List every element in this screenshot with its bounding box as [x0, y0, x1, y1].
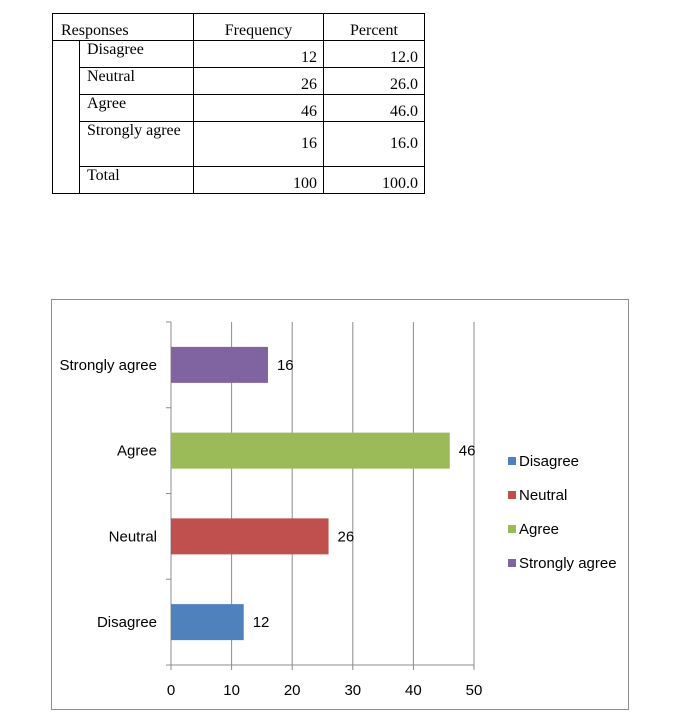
row-label: Agree	[79, 94, 194, 122]
header-percent: Percent	[323, 13, 425, 41]
x-tick-label: 50	[466, 682, 483, 699]
frequency-table: Responses Frequency Percent Disagree 12 …	[52, 13, 425, 194]
legend-swatch	[508, 457, 516, 465]
table-spacer-cell	[52, 40, 80, 194]
y-tick-label: Strongly agree	[59, 357, 157, 374]
table-row: Neutral 26 26.0	[53, 67, 425, 95]
chart-legend: Disagree Neutral Agree Strongly agree	[508, 444, 617, 580]
table-header-row: Responses Frequency Percent	[52, 13, 425, 41]
x-tick-label: 10	[223, 682, 240, 699]
legend-item: Agree	[508, 512, 617, 546]
x-tick-label: 40	[405, 682, 422, 699]
bar-chart: 0 10 20 30 40 50 Disagree 12 Neutral 26 Agree 46 Str…	[59, 321, 483, 699]
legend-item: Disagree	[508, 444, 617, 478]
chart-frame: 0 10 20 30 40 50 Disagree 12 Neutral 26 Agree 46 Str…	[51, 299, 629, 710]
row-label: Disagree	[79, 40, 194, 68]
legend-label: Strongly agree	[519, 554, 617, 572]
row-frequency: 100	[193, 166, 324, 194]
legend-swatch	[508, 491, 516, 499]
row-label: Total	[79, 166, 194, 194]
legend-item: Strongly agree	[508, 546, 617, 580]
data-label: 12	[253, 614, 270, 631]
row-percent: 46.0	[323, 94, 425, 122]
table-row: Total 100 100.0	[53, 166, 425, 194]
row-percent: 16.0	[323, 121, 425, 167]
row-label: Strongly agree	[79, 121, 194, 167]
row-label: Neutral	[79, 67, 194, 95]
x-tick-label: 0	[167, 682, 175, 699]
data-label: 16	[277, 357, 294, 374]
header-responses: Responses	[52, 13, 194, 41]
row-percent: 26.0	[323, 67, 425, 95]
table-row: Strongly agree 16 16.0	[53, 121, 425, 167]
bar-neutral	[171, 518, 329, 555]
bar-agree	[171, 432, 450, 469]
row-frequency: 26	[193, 67, 324, 95]
y-tick-label: Agree	[117, 443, 157, 460]
legend-label: Agree	[519, 520, 560, 538]
legend-label: Disagree	[519, 452, 580, 470]
bar-strongly-agree	[171, 346, 268, 383]
row-frequency: 16	[193, 121, 324, 167]
header-frequency: Frequency	[193, 13, 324, 41]
row-frequency: 46	[193, 94, 324, 122]
x-tick-label: 30	[344, 682, 361, 699]
data-label: 46	[459, 443, 476, 460]
row-frequency: 12	[193, 40, 324, 68]
x-tick-label: 20	[284, 682, 301, 699]
row-percent: 100.0	[323, 166, 425, 194]
data-label: 26	[338, 528, 355, 545]
legend-swatch	[508, 525, 516, 533]
bar-disagree	[171, 604, 244, 641]
legend-label: Neutral	[519, 486, 568, 504]
y-tick-label: Disagree	[97, 614, 157, 631]
y-tick-label: Neutral	[109, 528, 157, 545]
table-row: Disagree 12 12.0	[52, 40, 425, 194]
legend-item: Neutral	[508, 478, 617, 512]
legend-swatch	[508, 559, 516, 567]
row-percent: 12.0	[323, 40, 425, 68]
table-row: Agree 46 46.0	[53, 94, 425, 122]
